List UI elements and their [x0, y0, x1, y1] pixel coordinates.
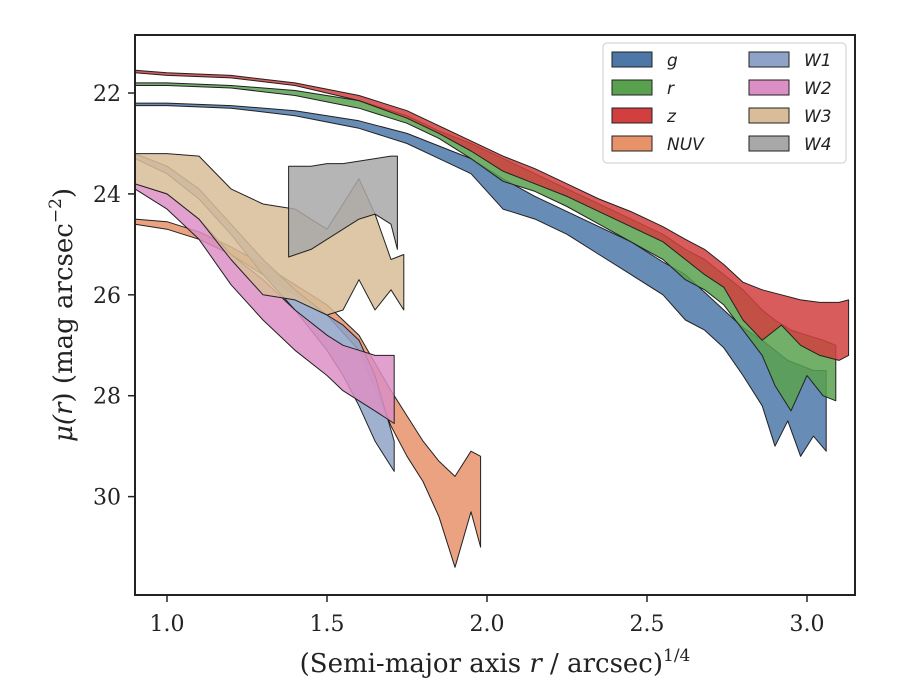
legend-label-z: z — [666, 107, 677, 127]
y-tick-label: 24 — [93, 183, 121, 208]
legend-swatch-w2 — [748, 79, 790, 96]
legend-swatch-w1 — [748, 51, 790, 68]
legend-label-w3: W3 — [804, 107, 832, 127]
legend-label-w4: W4 — [804, 135, 832, 155]
x-tick-label: 2.5 — [630, 612, 665, 637]
legend-box — [602, 42, 847, 164]
legend-label-nuv: NUV — [667, 135, 705, 155]
legend-label-g: g — [667, 51, 678, 71]
x-tick-label: 3.0 — [790, 612, 825, 637]
legend-label-r: r — [667, 79, 675, 99]
plot-frame — [134, 34, 856, 596]
band-w3 — [134, 153, 405, 316]
profile-bands — [134, 69, 850, 568]
legend: grz NUV W1 W2 W3 W4 — [602, 42, 847, 164]
y-tick-label: 30 — [93, 486, 121, 511]
y-axis-label: μ(r) (mag arcsec−2) — [46, 188, 79, 442]
x-tick-label: 1.5 — [310, 612, 345, 637]
y-tick-label: 28 — [93, 385, 121, 410]
legend-label-w2: W2 — [804, 79, 832, 99]
band-z — [134, 69, 850, 361]
y-tick-label: 26 — [93, 284, 121, 309]
legend-swatch-r — [611, 79, 653, 96]
legend-swatch-w3 — [748, 107, 790, 124]
x-axis-label: (Semi-major axis r / arcsec)1/4 — [300, 646, 691, 679]
legend-swatch-nuv — [611, 135, 653, 152]
x-tick-label: 1.0 — [150, 612, 185, 637]
y-tick-label: 22 — [93, 82, 121, 107]
legend-swatch-z — [611, 107, 653, 124]
band-w4 — [288, 155, 398, 258]
x-tick-label: 2.0 — [470, 612, 505, 637]
legend-label-w1: W1 — [804, 51, 832, 71]
y-axis-ticks: 22 24 26 28 30 — [93, 82, 135, 511]
legend-swatch-w4 — [748, 135, 790, 152]
legend-swatch-g — [611, 51, 653, 68]
x-axis-ticks: 1.0 1.5 2.0 2.5 3.0 — [150, 595, 825, 637]
